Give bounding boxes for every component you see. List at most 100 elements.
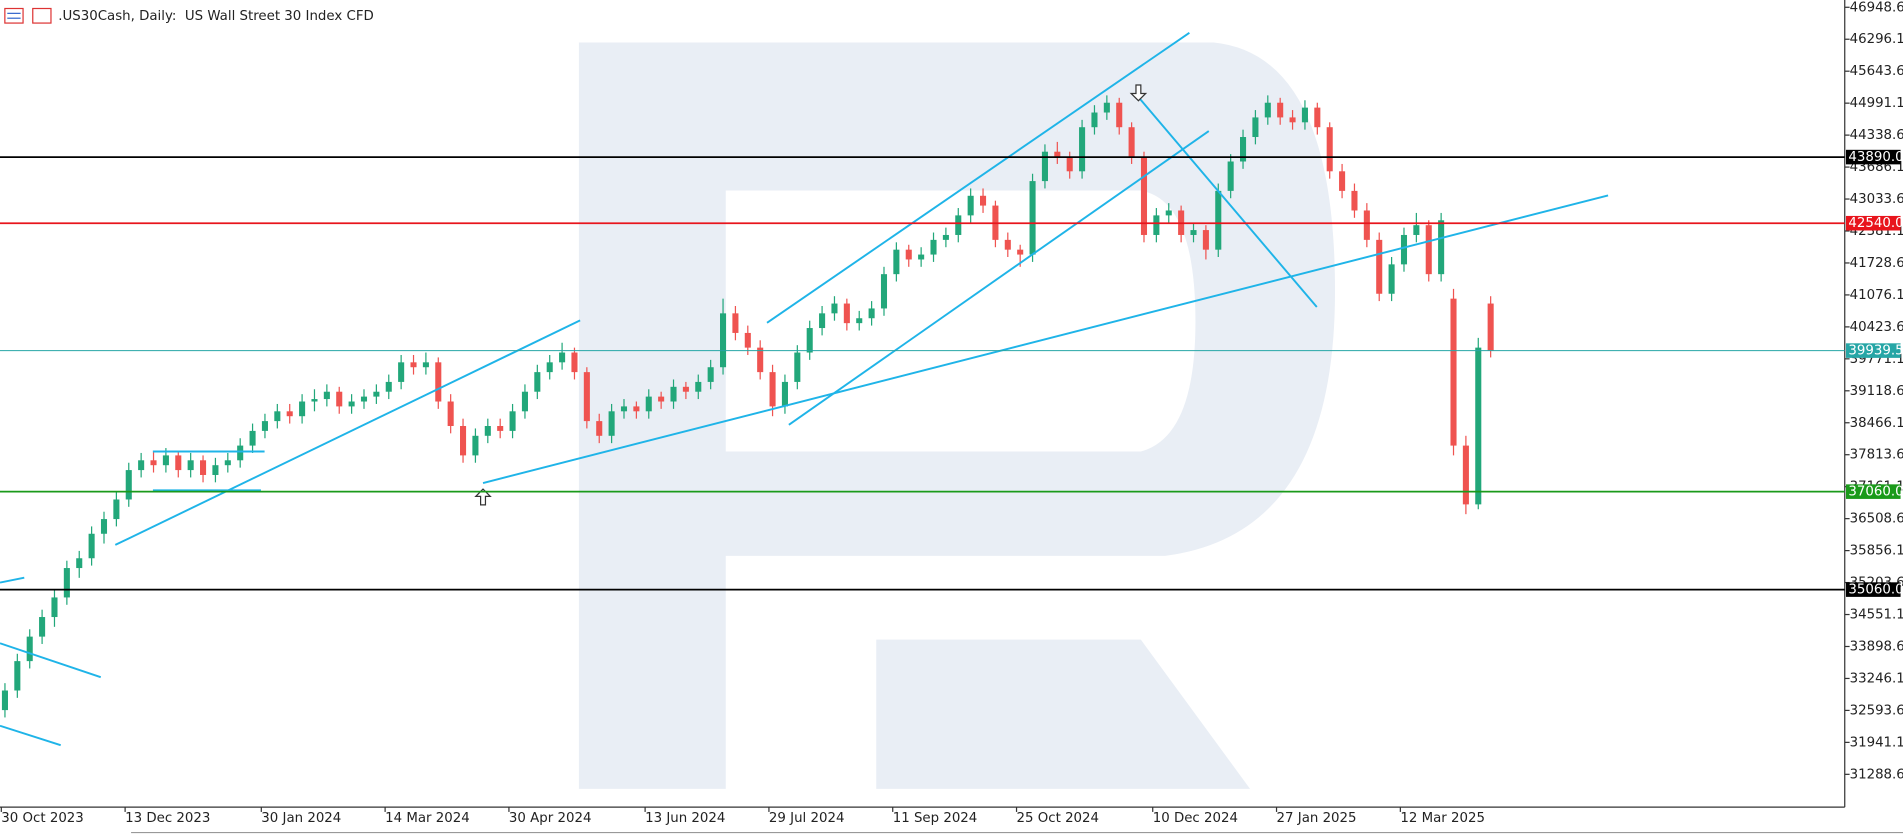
candle-body — [1202, 230, 1209, 250]
y-tick-label: 31288.6 — [1850, 767, 1903, 782]
candle-body — [1165, 210, 1172, 216]
candle-body — [1066, 156, 1073, 172]
candle-body — [1054, 151, 1061, 157]
candle-body — [1351, 190, 1358, 211]
y-tick-label: 32593.6 — [1850, 703, 1903, 718]
candle-body — [571, 352, 578, 373]
candle-body — [1252, 117, 1259, 138]
candle-body — [162, 455, 169, 466]
candle-body — [633, 406, 640, 412]
candle-body — [1091, 112, 1098, 128]
candle-body — [856, 318, 863, 324]
candle-body — [596, 421, 603, 436]
x-tick-label: 13 Jun 2024 — [645, 811, 725, 826]
candle-body — [1277, 102, 1284, 118]
candle-body — [1103, 102, 1110, 113]
candle-body — [63, 568, 70, 598]
y-tick-label: 31941.1 — [1850, 735, 1903, 750]
candle-body — [1227, 161, 1234, 191]
candle-body — [1079, 127, 1086, 172]
candle-body — [100, 519, 108, 534]
candle-body — [1487, 303, 1494, 351]
candle-body — [720, 313, 727, 368]
y-tick-label: 43033.6 — [1850, 192, 1903, 207]
candle-body — [1029, 181, 1036, 255]
candle-body — [26, 636, 33, 662]
y-tick-label: 44991.1 — [1850, 96, 1903, 111]
level-tag — [1845, 484, 1901, 499]
candle-body — [175, 455, 182, 471]
candle-body — [1190, 230, 1197, 235]
candle-body — [769, 372, 776, 407]
candle-body — [187, 460, 194, 471]
y-tick-label: 41728.6 — [1850, 256, 1903, 271]
candle-body — [1314, 107, 1321, 128]
header: .US30Cash, Daily: US Wall Street 30 Inde… — [4, 7, 374, 24]
candle-body — [385, 381, 392, 392]
candle-body — [460, 426, 467, 456]
candle-body — [212, 465, 219, 475]
candle-body — [1, 690, 8, 711]
y-tick-label: 40423.6 — [1850, 320, 1903, 335]
x-tick-label: 14 Mar 2024 — [385, 811, 470, 826]
candle-body — [472, 435, 479, 456]
candles — [1, 95, 1494, 718]
candle-body — [670, 386, 677, 402]
level-label: 42540.0 — [1848, 216, 1903, 231]
y-tick-label: 36508.6 — [1850, 512, 1903, 527]
candle-body — [695, 381, 702, 392]
candle-body — [497, 426, 504, 431]
candle-body — [819, 313, 826, 329]
x-tick-label: 12 Mar 2025 — [1400, 811, 1485, 826]
candle-body — [645, 396, 652, 412]
candle-body — [918, 254, 925, 260]
candle-body — [620, 406, 628, 412]
candle-body — [732, 313, 739, 333]
candle-body — [1413, 225, 1420, 235]
candle-body — [559, 352, 566, 363]
candle-body — [1128, 127, 1135, 157]
x-tick-label: 25 Oct 2024 — [1017, 811, 1099, 826]
candle-body — [658, 396, 665, 402]
candle-body — [1116, 102, 1123, 128]
candle-body — [1450, 298, 1457, 446]
candle-body — [1264, 102, 1271, 118]
candle-body — [360, 396, 368, 402]
candle-body — [299, 401, 306, 417]
candle-body — [398, 362, 405, 382]
chart-title: .US30Cash, Daily: US Wall Street 30 Inde… — [58, 9, 374, 24]
level-label: 35060.0 — [1848, 583, 1903, 598]
candle-body — [781, 381, 788, 407]
x-tick-label: 11 Sep 2024 — [893, 811, 978, 826]
x-tick-label: 30 Apr 2024 — [509, 811, 592, 826]
candle-body — [967, 195, 974, 216]
candle-body — [509, 411, 516, 431]
candle-body — [484, 426, 491, 436]
level-tag — [1845, 149, 1901, 165]
x-tick-label: 10 Dec 2024 — [1153, 811, 1238, 826]
candle-body — [138, 460, 145, 471]
candle-body — [224, 460, 231, 466]
x-tick-label: 13 Dec 2023 — [125, 811, 210, 826]
candle-body — [1339, 171, 1346, 191]
candle-body — [831, 303, 838, 314]
candle-body — [113, 499, 120, 520]
candle-body — [1376, 239, 1383, 294]
candle-body — [521, 391, 528, 412]
candle-body — [410, 362, 417, 368]
last-price-tag — [1845, 343, 1901, 358]
candle-body — [286, 411, 293, 417]
candle-body — [125, 470, 132, 500]
level-label: 37060.0 — [1848, 485, 1903, 500]
candle-body — [1041, 151, 1048, 182]
candle-body — [1153, 215, 1160, 235]
candle-body — [1425, 225, 1432, 275]
candle-body — [608, 411, 615, 436]
candle-body — [435, 362, 442, 402]
candle-body — [1289, 117, 1296, 123]
candle-body — [14, 661, 21, 691]
candle-body — [447, 401, 454, 427]
